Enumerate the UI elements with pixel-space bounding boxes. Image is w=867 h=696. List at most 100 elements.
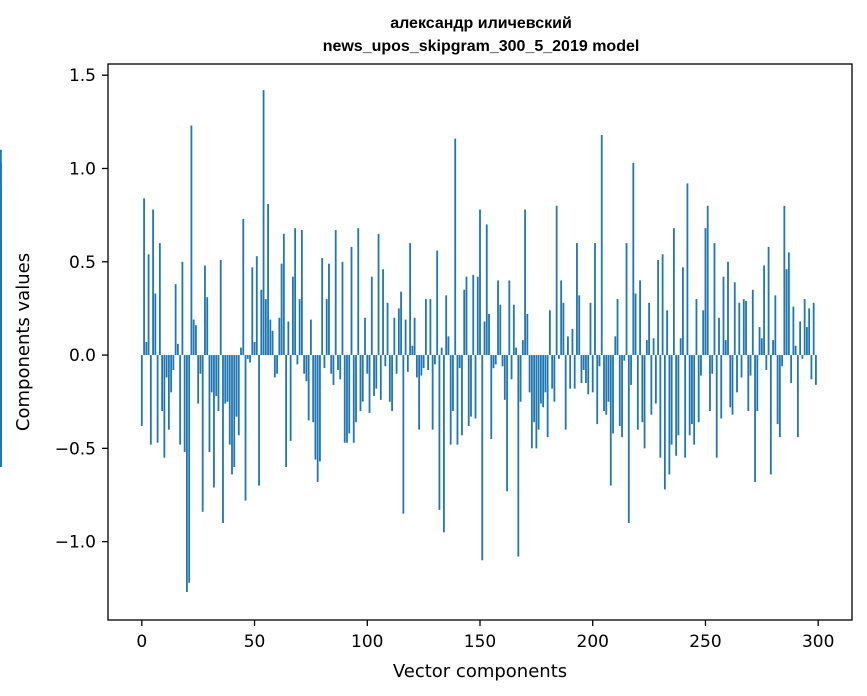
bar [503, 355, 506, 400]
bar [542, 355, 545, 408]
bar [213, 355, 215, 488]
bar [548, 310, 551, 356]
bar [305, 355, 308, 382]
bar [733, 282, 736, 356]
bar [359, 355, 362, 412]
bar [600, 134, 603, 356]
bar [661, 254, 664, 356]
bar [280, 263, 283, 356]
bar [686, 183, 689, 356]
bar [582, 355, 585, 370]
bar [161, 355, 164, 412]
y-tick-label: −0.5 [55, 439, 96, 459]
bar [749, 355, 752, 376]
bar [808, 308, 811, 356]
bar [226, 355, 229, 402]
bar [476, 276, 479, 356]
bar [562, 302, 565, 356]
bar [434, 355, 436, 365]
x-tick-label: 0 [136, 632, 147, 652]
bar [751, 289, 754, 356]
bar [332, 355, 335, 385]
bar [546, 355, 549, 438]
bar [431, 355, 434, 430]
bar [181, 261, 184, 356]
bar [740, 355, 743, 378]
bar [291, 276, 294, 356]
bar [630, 355, 632, 385]
bar [488, 314, 490, 356]
bar [470, 355, 472, 417]
bar [799, 321, 802, 356]
bar [585, 355, 587, 384]
bar [208, 355, 211, 453]
bar [463, 289, 466, 356]
bar [648, 302, 650, 356]
bar [303, 355, 306, 374]
bar [639, 280, 641, 356]
bar [222, 355, 224, 523]
bar [774, 295, 777, 356]
bar [343, 355, 346, 443]
x-axis: 0 50 100 150 200 250 300 [136, 620, 834, 652]
bar [767, 246, 770, 356]
bar [472, 274, 475, 356]
bar [436, 250, 439, 356]
bar [479, 209, 481, 356]
bar [510, 355, 513, 380]
bar [316, 355, 319, 482]
bar [530, 355, 533, 449]
bar [289, 355, 292, 441]
bar [0, 332, 2, 356]
bar [0, 355, 2, 417]
chart-subtitle: news_upos_skipgram_300_5_2019 model [323, 38, 640, 55]
bar [411, 345, 414, 356]
bar [197, 355, 200, 404]
bar [706, 205, 709, 356]
bar [803, 299, 806, 356]
bar [237, 355, 240, 436]
chart-title: александр иличевский [390, 15, 572, 32]
bar [188, 355, 191, 583]
bar [796, 355, 799, 438]
bar [731, 355, 734, 415]
bar [654, 355, 657, 404]
bar [693, 355, 696, 445]
bar [240, 347, 242, 356]
bar [783, 205, 786, 356]
bar [636, 355, 639, 430]
bar [373, 355, 375, 397]
bar [388, 355, 391, 402]
bar [449, 355, 452, 445]
bar [454, 138, 457, 356]
bar [156, 355, 159, 443]
bar [657, 259, 660, 356]
bar [368, 355, 371, 413]
bar [815, 355, 817, 385]
bar [756, 355, 759, 412]
bar [346, 355, 348, 443]
bar [745, 300, 747, 356]
bar [738, 302, 741, 356]
bar [328, 263, 330, 356]
bar [576, 243, 578, 356]
bar [319, 355, 321, 462]
bar [204, 265, 206, 356]
bar [415, 355, 418, 378]
bar [364, 317, 366, 356]
bar [533, 355, 536, 423]
bar [285, 355, 288, 468]
bar [652, 338, 655, 356]
bar [420, 355, 423, 376]
bar [763, 265, 765, 356]
bar [409, 243, 412, 356]
bar [269, 319, 272, 356]
bar [474, 355, 477, 419]
bar [400, 291, 402, 356]
bar [323, 355, 326, 369]
bar [312, 355, 315, 423]
bar [379, 355, 382, 400]
bar [300, 230, 303, 356]
bar [715, 355, 718, 458]
bar [443, 355, 445, 533]
